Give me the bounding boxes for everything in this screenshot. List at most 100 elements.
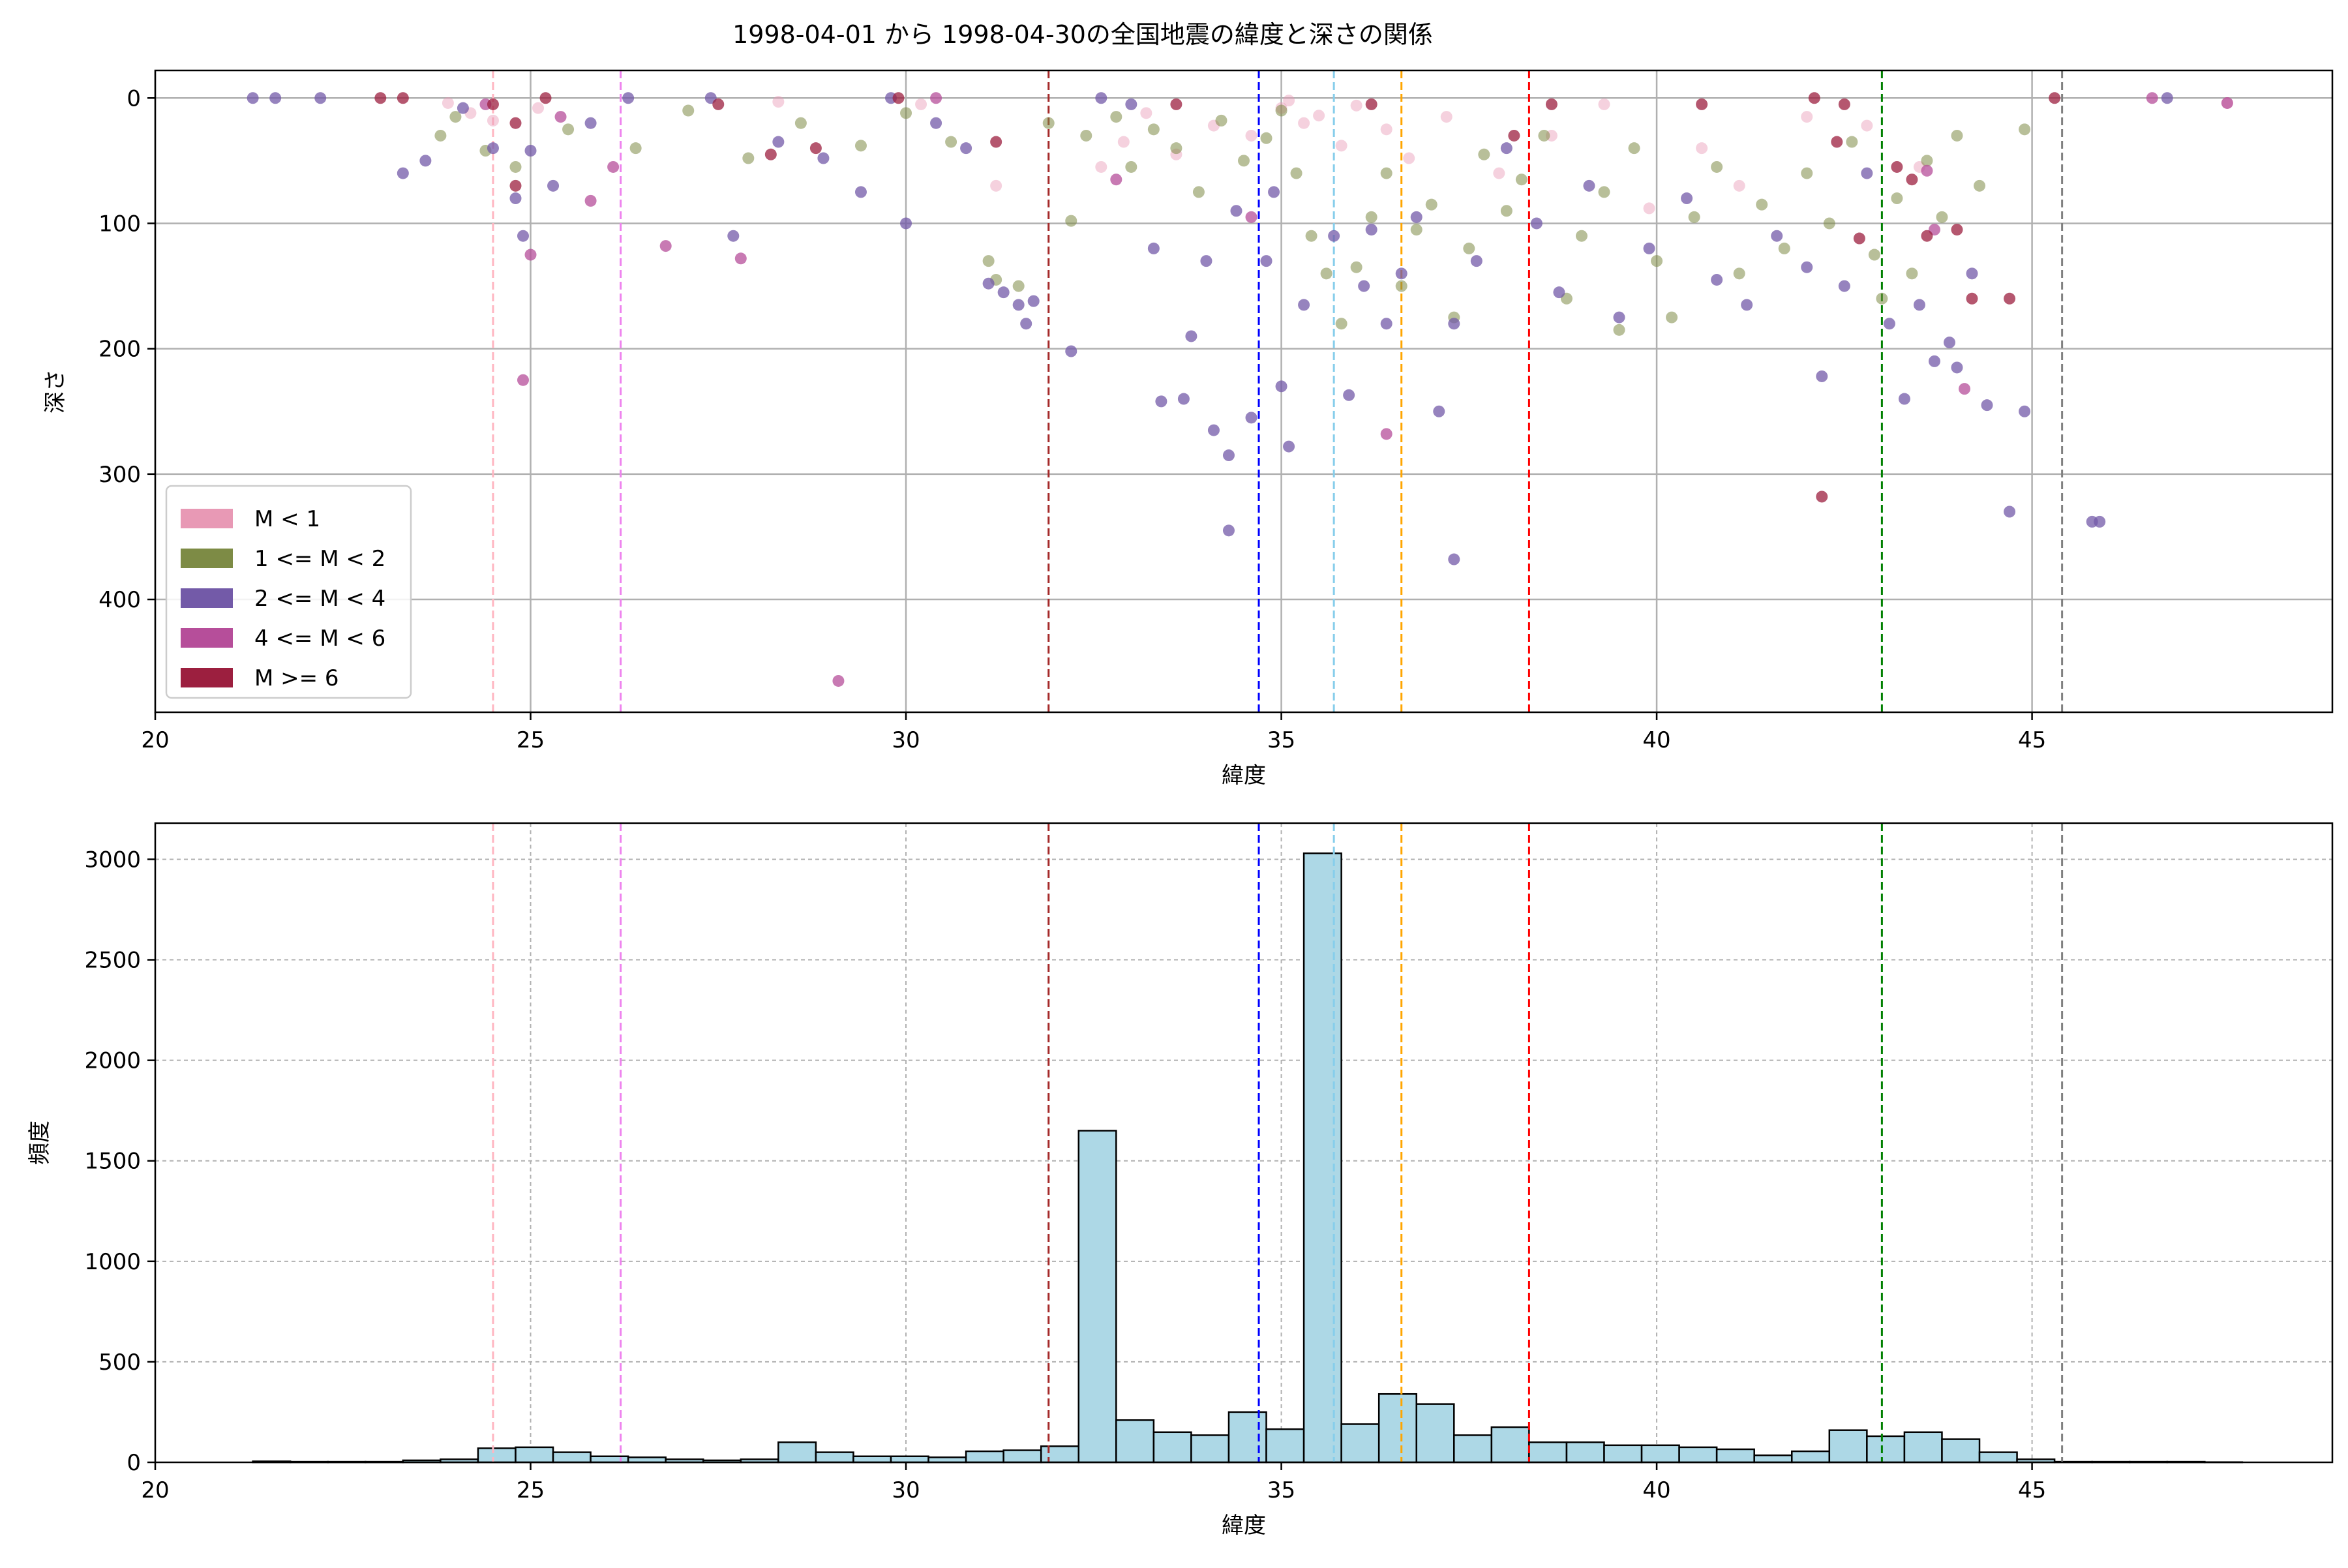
scatter-point <box>1110 111 1122 123</box>
scatter-point <box>1861 120 1873 132</box>
scatter-point <box>1876 293 1888 305</box>
scatter-point <box>1411 211 1422 223</box>
scatter-point <box>1854 233 1865 245</box>
scatter-point <box>509 117 521 129</box>
scatter-point <box>1734 267 1745 279</box>
scatter-point <box>1689 211 1700 223</box>
scatter-y-tick-label: 100 <box>98 211 141 237</box>
scatter-point <box>1516 173 1528 185</box>
scatter-point <box>945 136 957 148</box>
scatter-point <box>1531 217 1543 229</box>
scatter-point <box>1148 123 1160 135</box>
scatter-point <box>712 98 724 110</box>
scatter-point <box>1711 161 1723 173</box>
scatter-point <box>900 107 912 119</box>
scatter-point <box>930 117 942 129</box>
scatter-point <box>1921 155 1933 166</box>
scatter-point <box>1508 130 1520 142</box>
scatter-point <box>1261 132 1272 144</box>
scatter-point <box>1336 318 1347 329</box>
scatter-point <box>442 97 454 109</box>
histogram-bar <box>478 1448 516 1462</box>
scatter-point <box>487 142 499 154</box>
histogram-bar <box>1454 1435 1492 1462</box>
scatter-point <box>1110 173 1122 185</box>
scatter-point <box>855 140 867 151</box>
scatter-point <box>2019 123 2030 135</box>
hist-y-tick-label: 500 <box>98 1349 141 1376</box>
scatter-point <box>772 96 784 108</box>
scatter-point <box>1598 186 1610 198</box>
scatter-point <box>2146 92 2158 104</box>
scatter-point <box>630 142 642 154</box>
hist-y-axis-label: 頻度 <box>27 1121 53 1165</box>
legend-swatch <box>181 628 233 648</box>
scatter-point <box>1298 117 1310 129</box>
legend-label: M >= 6 <box>254 665 339 691</box>
scatter-point <box>607 161 619 173</box>
scatter-point <box>915 98 927 110</box>
scatter-point <box>735 252 747 264</box>
scatter-point <box>1974 180 1985 192</box>
scatter-point <box>1080 130 1092 142</box>
scatter-point <box>682 105 694 117</box>
legend-label: M < 1 <box>254 506 320 532</box>
scatter-point <box>2004 293 2015 305</box>
histogram-bar <box>1417 1404 1454 1462</box>
scatter-point <box>1013 280 1025 292</box>
scatter-x-tick-label: 45 <box>2018 727 2046 753</box>
scatter-point <box>1696 98 1708 110</box>
scatter-point <box>509 161 521 173</box>
scatter-point <box>1651 255 1663 267</box>
scatter-point <box>983 278 995 290</box>
scatter-x-axis-label: 緯度 <box>1222 762 1266 789</box>
scatter-point <box>419 155 431 166</box>
scatter-point <box>1921 165 1933 177</box>
scatter-point <box>1065 346 1077 357</box>
scatter-point <box>2094 516 2105 528</box>
scatter-point <box>2049 92 2060 104</box>
histogram-bar <box>1942 1440 1979 1462</box>
scatter-point <box>1366 224 1377 235</box>
hist-x-tick-label: 40 <box>1642 1477 1670 1503</box>
scatter-point <box>525 145 537 157</box>
histogram-bar <box>1041 1446 1079 1462</box>
scatter-point <box>1261 255 1272 267</box>
scatter-point <box>1358 280 1370 292</box>
scatter-point <box>517 374 529 386</box>
scatter-point <box>772 136 784 148</box>
scatter-point <box>1441 111 1452 123</box>
scatter-point <box>660 240 672 252</box>
scatter-point <box>1366 211 1377 223</box>
scatter-point <box>1148 243 1160 254</box>
histogram-bar <box>1154 1432 1192 1462</box>
scatter-point <box>1283 95 1295 106</box>
scatter-point <box>1381 168 1392 179</box>
histogram-bar <box>1304 853 1342 1462</box>
scatter-y-tick-label: 200 <box>98 337 141 363</box>
scatter-point <box>1381 318 1392 329</box>
histogram-bar <box>1642 1445 1679 1462</box>
scatter-point <box>1403 153 1415 164</box>
scatter-point <box>1185 330 1197 342</box>
scatter-point <box>1276 105 1287 117</box>
hist-y-tick-label: 0 <box>127 1450 141 1476</box>
scatter-x-tick-label: 20 <box>141 727 169 753</box>
histogram-bar <box>1342 1424 1379 1462</box>
hist-y-tick-label: 1500 <box>84 1149 141 1175</box>
scatter-point <box>900 217 912 229</box>
scatter-point <box>742 153 754 164</box>
scatter-point <box>562 123 574 135</box>
scatter-point <box>1336 140 1347 151</box>
scatter-point <box>1178 393 1190 405</box>
scatter-point <box>998 286 1010 298</box>
scatter-point <box>855 186 867 198</box>
scatter-point <box>1140 107 1152 119</box>
scatter-point <box>1861 168 1873 179</box>
scatter-point <box>1215 115 1227 127</box>
scatter-point <box>1741 299 1753 310</box>
scatter-x-tick-label: 25 <box>517 727 545 753</box>
scatter-point <box>1869 249 1880 261</box>
